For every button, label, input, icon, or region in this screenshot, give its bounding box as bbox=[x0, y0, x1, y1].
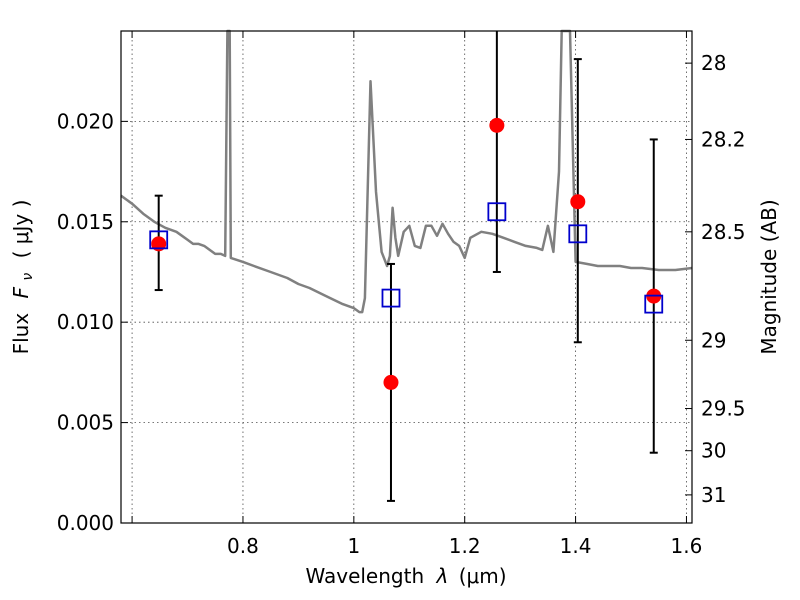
model-photometry-point bbox=[149, 230, 169, 250]
y2-tick-label: 28 bbox=[701, 51, 726, 75]
y2-tick-label: 30 bbox=[701, 439, 726, 463]
y-tick-label: 0.015 bbox=[57, 210, 114, 234]
model-photometry-point bbox=[381, 288, 401, 308]
x-tick-label: 1.2 bbox=[449, 534, 481, 558]
x-axis-title: Wavelength λ (μm) bbox=[305, 564, 506, 588]
y-axis-title-text: Flux bbox=[9, 313, 33, 355]
y2-axis-title: Magnitude (AB) bbox=[757, 199, 781, 354]
observed-point bbox=[383, 374, 399, 390]
y-tick-label: 0.010 bbox=[57, 310, 114, 334]
tick-labels: 0.8 1 1.2 1.4 1.6 0.000 0.005 0.010 0.015 0.020 28… bbox=[57, 51, 746, 558]
y2-tick-label: 29.5 bbox=[701, 397, 746, 421]
y-axis-title: Flux F ν ( μJy ) bbox=[9, 200, 37, 355]
x-tick-label: 1 bbox=[347, 534, 360, 558]
grid-lines bbox=[121, 31, 692, 523]
y-tick-label: 0.020 bbox=[57, 109, 114, 133]
y-axis-title-subscript: ν bbox=[20, 273, 36, 281]
axis-ticks bbox=[121, 31, 692, 524]
x-tick-label: 0.8 bbox=[227, 534, 259, 558]
y2-tick-label: 28.5 bbox=[701, 220, 746, 244]
model-spectrum-line bbox=[120, 29, 693, 314]
observed-point bbox=[570, 194, 586, 210]
y-tick-label: 0.005 bbox=[57, 411, 114, 435]
observed-point bbox=[489, 117, 505, 133]
model-photometry-point bbox=[487, 202, 507, 222]
x-tick-label: 1.4 bbox=[560, 534, 592, 558]
model-photometry-points bbox=[149, 202, 664, 314]
x-axis-title-unit: (μm) bbox=[459, 564, 507, 588]
model-spectrum bbox=[120, 29, 693, 314]
y2-tick-label: 31 bbox=[701, 483, 726, 507]
model-photometry-point bbox=[644, 294, 664, 314]
y-axis-title-unit: ( μJy ) bbox=[9, 200, 33, 259]
x-tick-label: 1.6 bbox=[671, 534, 703, 558]
y2-tick-label: 28.2 bbox=[701, 127, 746, 151]
y-tick-label: 0.000 bbox=[57, 511, 114, 535]
model-photometry-point bbox=[568, 224, 588, 244]
x-axis-title-text: Wavelength bbox=[305, 564, 424, 588]
y2-tick-label: 29 bbox=[701, 328, 726, 352]
plot-frame bbox=[120, 30, 693, 524]
y-axis-title-symbol: F bbox=[9, 286, 33, 298]
x-axis-title-symbol: λ bbox=[436, 564, 449, 588]
